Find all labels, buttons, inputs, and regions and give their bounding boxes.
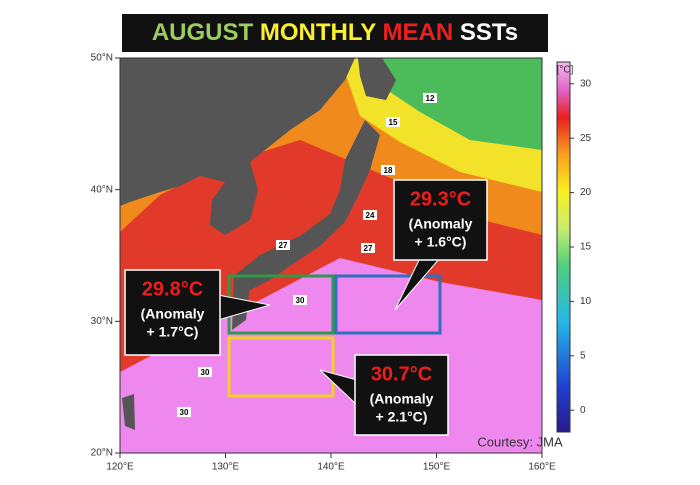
callout-anomaly: (Anomaly — [409, 216, 473, 232]
contour-label: 24 — [366, 211, 375, 220]
callout-anomaly: (Anomaly — [141, 306, 205, 322]
title: AUGUST MONTHLY MEAN SSTs — [152, 19, 518, 46]
title-word: MEAN — [383, 19, 454, 46]
ocean-band — [362, 58, 542, 150]
callout: 29.3°C (Anomaly + 1.6°C) — [393, 179, 488, 311]
callout-temp: 30.7°C — [371, 363, 432, 385]
title-word: AUGUST — [152, 19, 254, 46]
region-box — [227, 336, 335, 398]
y-tick-label: 50°N — [91, 53, 113, 64]
y-tick-label: 30°N — [91, 316, 113, 327]
y-tick-label: 40°N — [91, 184, 113, 195]
callout-anomaly: (Anomaly — [370, 391, 434, 407]
contour-label-bg — [198, 367, 212, 377]
colorbar-tick-label: 10 — [580, 296, 592, 307]
callout-anomaly: + 1.7°C) — [147, 324, 199, 340]
title-box — [122, 14, 548, 52]
colorbar — [556, 61, 571, 433]
x-tick-label: 140°E — [317, 462, 345, 473]
contour-label-bg — [386, 117, 400, 127]
contour-label: 12 — [426, 94, 435, 103]
contour-label-bg — [177, 407, 191, 417]
callout-box — [354, 354, 449, 436]
x-tick-label: 160°E — [528, 462, 556, 473]
callout: 30.7°C (Anomaly + 2.1°C) — [319, 354, 449, 436]
contour-label: 18 — [384, 166, 393, 175]
callout-box — [393, 179, 488, 261]
callout-temp: 29.8°C — [142, 278, 203, 300]
region-box — [334, 274, 442, 335]
land — [358, 58, 396, 100]
contour-label-bg — [293, 295, 307, 305]
contour-label-bg — [276, 240, 290, 250]
colorbar-tick-label: 0 — [580, 405, 586, 416]
x-tick-label: 120°E — [106, 462, 134, 473]
colorbar-tick-label: 20 — [580, 187, 592, 198]
land — [122, 394, 135, 430]
contour-label-bg — [381, 165, 395, 175]
colorbar-tick-label: 30 — [580, 78, 592, 89]
colorbar-unit: [°C] — [557, 65, 574, 76]
contour-label-bg — [363, 210, 377, 220]
callout-anomaly: + 1.6°C) — [415, 234, 467, 250]
title-word: SSTs — [460, 19, 518, 46]
contour-label: 27 — [279, 241, 288, 250]
contour-label: 30 — [201, 368, 210, 377]
land — [120, 58, 355, 235]
callout: 29.8°C (Anomaly + 1.7°C) — [124, 269, 271, 356]
x-tick-label: 150°E — [423, 462, 451, 473]
contour-label-bg — [423, 93, 437, 103]
land — [235, 120, 380, 300]
x-tick-label: 130°E — [212, 462, 240, 473]
callout-box — [124, 269, 221, 356]
callout-temp: 29.3°C — [410, 188, 471, 210]
credit: Courtesy: JMA — [477, 434, 563, 449]
callout-anomaly: + 2.1°C) — [376, 409, 428, 425]
colorbar-tick-label: 25 — [580, 133, 592, 144]
contour-label: 15 — [389, 118, 398, 127]
contour-label: 30 — [296, 296, 305, 305]
contour-label-bg — [361, 243, 375, 253]
contour-label: 27 — [364, 244, 373, 253]
contour-label: 30 — [180, 408, 189, 417]
colorbar-tick-label: 5 — [580, 350, 586, 361]
title-word: MONTHLY — [260, 19, 376, 46]
colorbar-tick-label: 15 — [580, 242, 592, 253]
y-tick-label: 20°N — [91, 448, 113, 459]
